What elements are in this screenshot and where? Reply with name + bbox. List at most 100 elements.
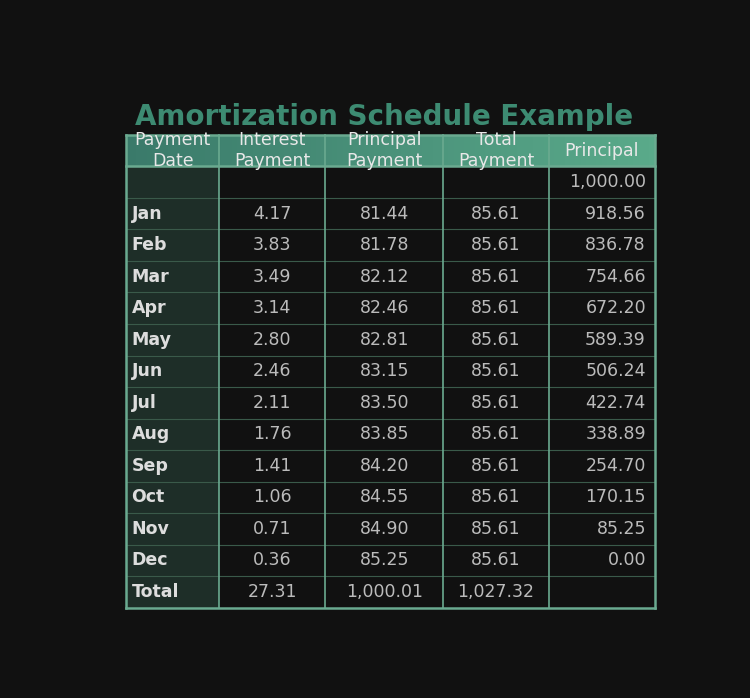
Bar (253, 135, 259, 166)
Bar (549, 387, 655, 419)
Bar (126, 577, 220, 608)
Bar (242, 135, 248, 166)
Bar (237, 135, 243, 166)
Text: 84.55: 84.55 (359, 489, 409, 507)
Bar (210, 135, 216, 166)
Text: 82.46: 82.46 (359, 299, 409, 317)
Bar (326, 355, 443, 387)
Text: 3.49: 3.49 (253, 268, 292, 285)
Bar (454, 135, 460, 166)
Bar (369, 135, 375, 166)
Bar (305, 135, 311, 166)
Bar (549, 166, 655, 198)
Bar (591, 135, 597, 166)
Bar (544, 135, 550, 166)
Text: Principal
Payment: Principal Payment (346, 131, 422, 170)
Bar (634, 135, 639, 166)
Text: Amortization Schedule Example: Amortization Schedule Example (135, 103, 634, 131)
Text: 82.12: 82.12 (359, 268, 409, 285)
Text: 85.61: 85.61 (471, 299, 520, 317)
Bar (220, 450, 326, 482)
Bar (443, 544, 549, 577)
Bar (496, 135, 502, 166)
Text: 83.85: 83.85 (359, 425, 409, 443)
Bar (189, 135, 195, 166)
Bar (443, 419, 549, 450)
Bar (549, 324, 655, 355)
Bar (126, 450, 220, 482)
Bar (216, 135, 221, 166)
Text: 85.61: 85.61 (471, 362, 520, 380)
Bar (443, 482, 549, 513)
Text: 81.78: 81.78 (359, 236, 409, 254)
Bar (232, 135, 238, 166)
Bar (326, 387, 443, 419)
Text: 918.56: 918.56 (585, 205, 646, 223)
Bar (374, 135, 380, 166)
Bar (549, 355, 655, 387)
Text: 85.25: 85.25 (596, 520, 646, 538)
Bar (549, 135, 555, 166)
Bar (549, 292, 655, 324)
Bar (326, 577, 443, 608)
Text: 1,000.00: 1,000.00 (569, 173, 646, 191)
Bar (485, 135, 491, 166)
Bar (528, 135, 533, 166)
Text: 85.61: 85.61 (471, 205, 520, 223)
Text: 2.11: 2.11 (253, 394, 292, 412)
Bar (596, 135, 602, 166)
Text: 85.61: 85.61 (471, 489, 520, 507)
Text: 82.81: 82.81 (359, 331, 409, 349)
Bar (322, 135, 327, 166)
Bar (570, 135, 576, 166)
Text: Apr: Apr (131, 299, 166, 317)
Bar (459, 135, 465, 166)
Bar (126, 135, 131, 166)
Bar (126, 292, 220, 324)
Bar (152, 135, 158, 166)
Text: 1,027.32: 1,027.32 (458, 583, 535, 601)
Text: 506.24: 506.24 (586, 362, 646, 380)
Bar (147, 135, 153, 166)
Bar (205, 135, 211, 166)
Bar (400, 135, 406, 166)
Bar (168, 135, 174, 166)
Text: Aug: Aug (131, 425, 170, 443)
Bar (623, 135, 628, 166)
Bar (443, 198, 549, 230)
Bar (443, 292, 549, 324)
Text: 84.20: 84.20 (359, 457, 409, 475)
Bar (126, 261, 220, 292)
Bar (443, 387, 549, 419)
Bar (220, 198, 326, 230)
Bar (348, 135, 354, 166)
Bar (258, 135, 264, 166)
Text: 672.20: 672.20 (585, 299, 646, 317)
Bar (220, 482, 326, 513)
Bar (586, 135, 592, 166)
Text: 81.44: 81.44 (359, 205, 409, 223)
Bar (549, 419, 655, 450)
Text: 836.78: 836.78 (585, 236, 646, 254)
Text: Feb: Feb (131, 236, 167, 254)
Bar (200, 135, 206, 166)
Text: May: May (131, 331, 172, 349)
Bar (549, 261, 655, 292)
Text: Mar: Mar (131, 268, 170, 285)
Bar (523, 135, 528, 166)
Bar (433, 135, 438, 166)
Bar (422, 135, 427, 166)
Bar (518, 135, 523, 166)
Bar (295, 135, 301, 166)
Bar (326, 419, 443, 450)
Bar (438, 135, 444, 166)
Text: 754.66: 754.66 (585, 268, 646, 285)
Bar (443, 166, 549, 198)
Bar (443, 450, 549, 482)
Text: 2.80: 2.80 (253, 331, 292, 349)
Bar (565, 135, 571, 166)
Bar (618, 135, 623, 166)
Text: Total: Total (131, 583, 179, 601)
Bar (126, 324, 220, 355)
Bar (248, 135, 254, 166)
